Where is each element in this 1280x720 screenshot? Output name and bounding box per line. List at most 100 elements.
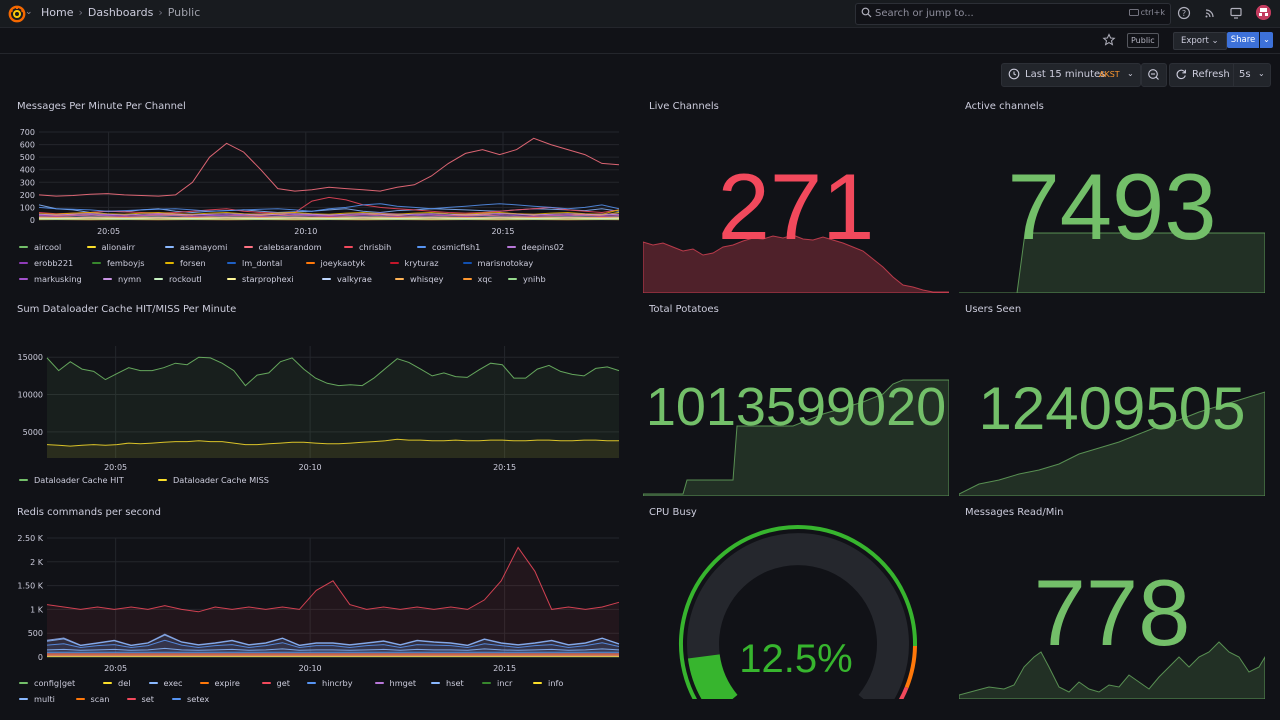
- y-tick-label: 1.50 K: [17, 582, 43, 591]
- series-line-cosmicfish1[interactable]: [38, 203, 620, 212]
- legend-label: aircool: [34, 242, 62, 252]
- grafana-logo-icon[interactable]: [8, 5, 26, 23]
- user-avatar[interactable]: [1256, 5, 1271, 20]
- legend-label: calebsarandom: [258, 242, 322, 252]
- gauge-cpu-busy: CPU Busy 12.5%: [643, 507, 949, 699]
- search-shortcut-text: ctrl+k: [1140, 8, 1165, 17]
- legend-swatch: [261, 682, 271, 684]
- series-area-multi: [47, 635, 619, 657]
- legend-label: xqc: [477, 274, 493, 284]
- legend-label: whisqey: [410, 274, 444, 284]
- legend-label: deepins02: [521, 242, 565, 252]
- legend-swatch: [389, 262, 399, 264]
- series-line-dataloader-cache-hit[interactable]: [46, 356, 620, 387]
- share-button[interactable]: Share: [1227, 32, 1259, 48]
- svg-text:?: ?: [1182, 9, 1186, 18]
- x-tick-label: 20:10: [299, 664, 322, 673]
- panel-title[interactable]: Total Potatoes: [649, 304, 719, 315]
- legend-label: chrisbih: [359, 242, 392, 252]
- legend-label: valkyrae: [337, 274, 372, 284]
- panel-title[interactable]: Live Channels: [649, 101, 719, 112]
- timezone-label: AKST: [1099, 70, 1120, 79]
- search-icon: [861, 7, 872, 18]
- series-line-chrisbih[interactable]: [38, 196, 620, 215]
- legend-label: hmget: [389, 678, 417, 688]
- legend-swatch: [462, 262, 472, 264]
- breadcrumb: Home › Dashboards › Public: [41, 6, 200, 19]
- share-options-chevron-icon[interactable]: ⌄: [1260, 32, 1273, 48]
- keyboard-icon: [1128, 9, 1139, 16]
- series-line-hset[interactable]: [46, 647, 620, 651]
- legend-label: del: [118, 678, 131, 688]
- series-line-hincrby[interactable]: [46, 639, 620, 649]
- panel-title[interactable]: Messages Read/Min: [965, 507, 1064, 518]
- legend-swatch: [92, 262, 101, 264]
- legend-swatch: [199, 682, 209, 684]
- help-icon[interactable]: ?: [1177, 6, 1191, 20]
- series-line-dataloader-cache-miss[interactable]: [46, 438, 619, 447]
- y-tick-label: 2.50 K: [17, 534, 43, 543]
- x-tick-label: 20:15: [491, 227, 514, 236]
- legend-label: set: [141, 694, 155, 704]
- y-tick-label: 500: [20, 153, 35, 162]
- legend-swatch: [227, 278, 236, 280]
- breadcrumb-home[interactable]: Home: [41, 6, 74, 19]
- panel-redis-commands: Redis commands per second 2.50 K 2 K 1.50 …: [17, 507, 627, 704]
- y-tick-label: 5000: [23, 428, 43, 437]
- clock-icon: [1008, 68, 1020, 80]
- stat-value: 271: [717, 154, 875, 259]
- legend-swatch: [305, 262, 315, 264]
- series-line-markusking[interactable]: [38, 214, 620, 217]
- monitor-icon[interactable]: [1229, 6, 1243, 20]
- refresh-button[interactable]: Refresh 5s ⌄: [1169, 63, 1271, 87]
- legend-label: cosmicfish1: [432, 242, 481, 252]
- search-input[interactable]: Search or jump to... ctrl+k: [855, 3, 1171, 25]
- series-line-whisqey[interactable]: [38, 216, 620, 219]
- chart-legend: aircool alionairr asamayomi calebsarandom ch…: [19, 239, 619, 289]
- zoom-out-button[interactable]: [1141, 63, 1167, 87]
- panel-title[interactable]: Sum Dataloader Cache HIT/MISS Per Minute: [17, 304, 237, 315]
- legend-swatch: [307, 682, 316, 684]
- sparkline: [959, 232, 1265, 293]
- legend-swatch: [19, 698, 28, 700]
- panel-title[interactable]: Users Seen: [965, 304, 1022, 315]
- search-shortcut: ctrl+k: [1128, 8, 1165, 17]
- legend-swatch: [19, 246, 28, 248]
- legend-label: hset: [446, 678, 464, 688]
- y-tick-label: 400: [20, 166, 35, 175]
- x-tick-label: 20:05: [104, 463, 127, 472]
- legend-swatch: [417, 246, 426, 248]
- panel-title[interactable]: Redis commands per second: [17, 507, 161, 518]
- panel-title[interactable]: CPU Busy: [649, 507, 697, 518]
- panel-cache-hit-miss: Sum Dataloader Cache HIT/MISS Per Minute…: [17, 304, 627, 494]
- search-placeholder: Search or jump to...: [875, 8, 974, 19]
- time-range-picker[interactable]: Last 15 minutes AKST ⌄: [1001, 63, 1141, 87]
- series-line-get[interactable]: [46, 546, 620, 613]
- top-navbar: ⌄ Home › Dashboards › Public Search or jump …: [0, 0, 1280, 28]
- series-line-forsen[interactable]: [38, 209, 620, 215]
- refresh-label: Refresh: [1192, 69, 1230, 80]
- star-icon[interactable]: [1102, 33, 1116, 47]
- series-line-calebsarandom[interactable]: [38, 137, 620, 197]
- chart-legend: Dataloader Cache HIT Dataloader Cache MIS…: [19, 472, 619, 490]
- y-tick-label: 0: [30, 216, 35, 225]
- sparkline: [959, 641, 1265, 699]
- panel-title[interactable]: Active channels: [965, 101, 1044, 112]
- series-area-dataloader-cache-miss: [47, 439, 619, 458]
- y-tick-label: 700: [20, 128, 35, 137]
- sparkline: [959, 391, 1265, 496]
- series-line-multi[interactable]: [46, 634, 620, 647]
- export-button[interactable]: Export ⌄: [1173, 32, 1227, 50]
- panel-title[interactable]: Messages Per Minute Per Channel: [17, 101, 186, 112]
- time-range-label: Last 15 minutes: [1025, 69, 1106, 80]
- series-area-get: [47, 547, 619, 657]
- refresh-interval[interactable]: 5s: [1239, 69, 1251, 80]
- series-line-nymn[interactable]: [38, 213, 620, 216]
- y-tick-label: 300: [20, 178, 35, 187]
- rss-feed-icon[interactable]: [1203, 6, 1217, 20]
- x-tick-label: 20:15: [493, 664, 516, 673]
- chevron-down-icon[interactable]: ⌄: [25, 7, 33, 17]
- legend-label: info: [548, 678, 564, 688]
- breadcrumb-dashboards[interactable]: Dashboards: [87, 6, 154, 19]
- legend-label: scan: [90, 694, 110, 704]
